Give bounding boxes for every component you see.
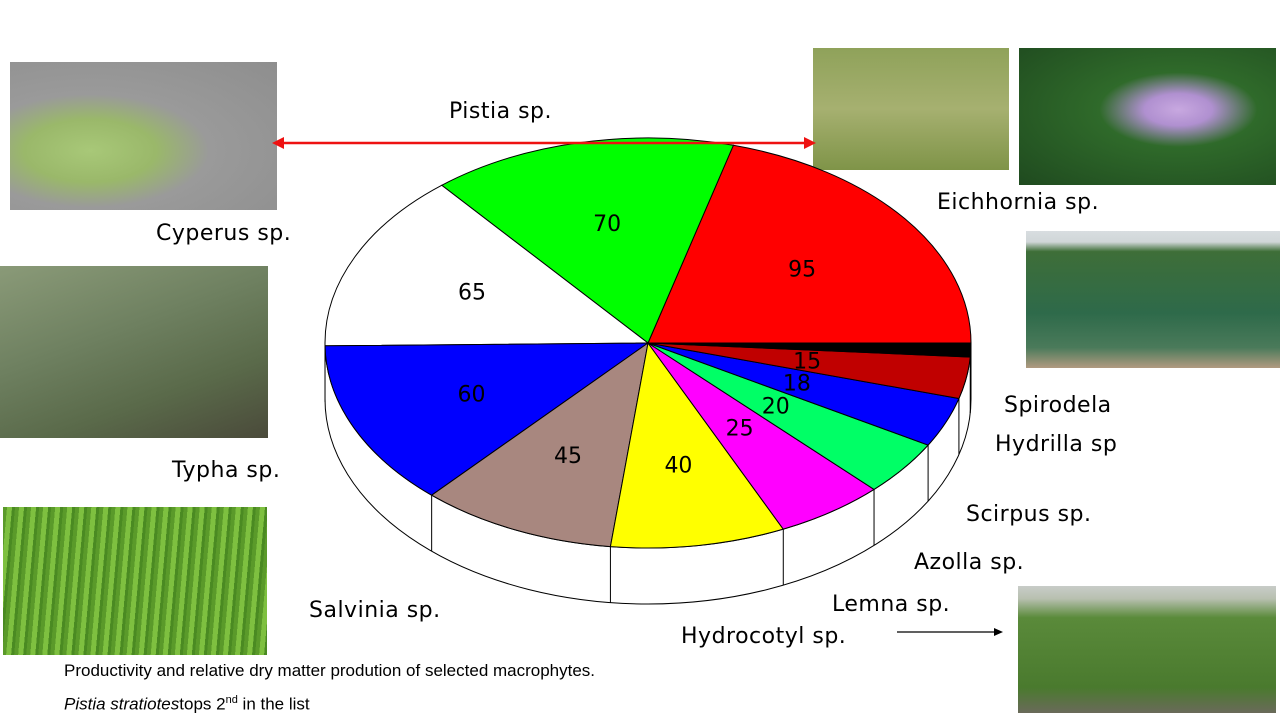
pie-value-label: 20: [762, 395, 790, 420]
pie-value-label: 15: [793, 349, 821, 374]
cyperus-field-photo: [813, 48, 1009, 170]
pie-value-label: 18: [783, 372, 811, 397]
hydrocotyl-photo: [1018, 586, 1276, 713]
hydrocotyl-arrow: [897, 628, 1003, 636]
salvinia-reeds-photo: [3, 507, 267, 655]
pie-slice-typha-sp: [324, 342, 650, 496]
label-typha: Typha sp.: [172, 458, 281, 483]
label-pistia: Pistia sp.: [449, 99, 552, 124]
label-cyperus: Cyperus sp.: [156, 221, 292, 246]
pie-value-label: 65: [458, 280, 486, 305]
pie-value-label: 45: [554, 444, 582, 469]
label-eichhornia: Eichhornia sp.: [937, 190, 1100, 215]
pie-value-label: 95: [788, 257, 816, 282]
pie-slice-salvinia-sp: [430, 341, 649, 548]
pie-value-label: 60: [457, 383, 485, 408]
pie-value-label: 70: [593, 212, 621, 237]
label-hydrilla: Hydrilla sp: [995, 432, 1118, 457]
label-lemna: Lemna sp.: [832, 592, 951, 617]
pie-value-label: 25: [726, 416, 754, 441]
label-scirpus: Scirpus sp.: [966, 502, 1092, 527]
pie-slice-spirodela: [647, 342, 972, 358]
label-spirodela: Spirodela: [1004, 393, 1112, 418]
pond-photo: [1026, 231, 1280, 368]
label-salvinia: Salvinia sp.: [309, 598, 441, 623]
pie-slice-eichhornia-sp: [647, 144, 972, 344]
caption-text: Productivity and relative dry matter pro…: [64, 661, 596, 680]
caption-species: Pistia stratiotes: [64, 694, 180, 714]
label-azolla: Azolla sp.: [914, 550, 1025, 575]
pie-slice-hydrocotyl-sp: [609, 341, 785, 549]
caption-sup: nd: [225, 694, 238, 706]
pistia-arrow: [272, 137, 816, 149]
pie-slice-cyperus-sp: [324, 184, 650, 347]
label-hydrocotyl: Hydrocotyl sp.: [681, 624, 847, 649]
typha-grass-photo: [0, 266, 268, 438]
caption-line-1: Productivity and relative dry matter pro…: [64, 661, 595, 681]
pistia-photo: [10, 62, 277, 210]
pie-value-label: 40: [664, 453, 692, 478]
eichhornia-photo: [1019, 48, 1276, 185]
caption-line-2: Pistia stratiotestops 2nd in the list: [64, 694, 310, 715]
caption-rest: tops 2: [179, 694, 226, 714]
caption-end: in the list: [237, 694, 310, 714]
